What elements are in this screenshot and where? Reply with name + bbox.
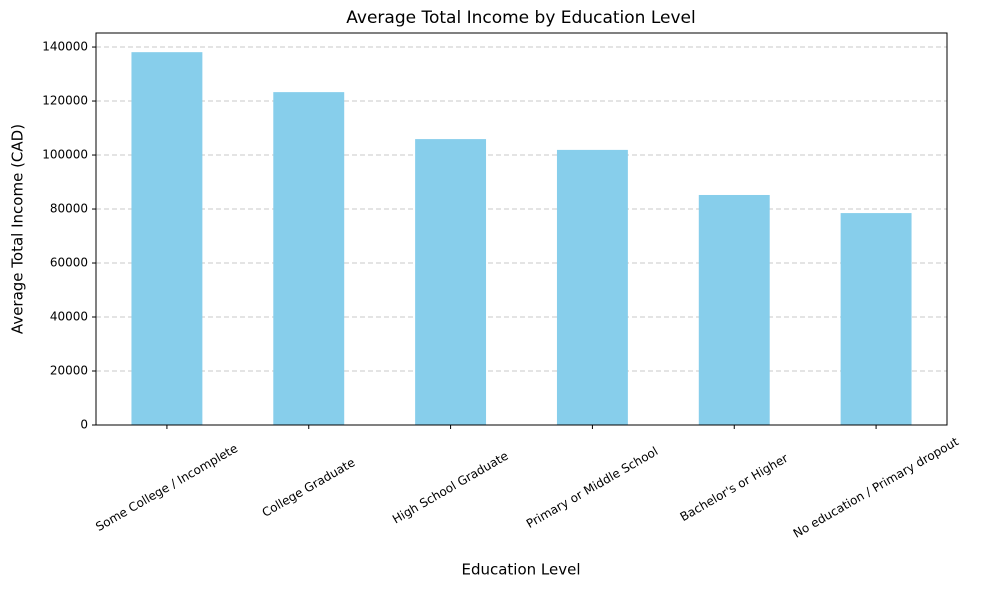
y-tick-label: 80000 bbox=[50, 202, 88, 216]
x-tick-label: Primary or Middle School bbox=[524, 444, 661, 531]
chart-title: Average Total Income by Education Level bbox=[346, 8, 695, 28]
bar bbox=[131, 52, 203, 426]
bar bbox=[273, 92, 345, 426]
bar bbox=[698, 194, 770, 425]
y-tick-label: 140000 bbox=[42, 40, 88, 54]
x-tick-label: Some College / Incomplete bbox=[93, 441, 240, 534]
y-tick-label: 0 bbox=[80, 418, 88, 432]
plot-frame bbox=[95, 32, 948, 426]
x-tick-label: No education / Primary dropout bbox=[791, 434, 961, 540]
x-tick-label: High School Graduate bbox=[390, 449, 511, 527]
bar bbox=[840, 213, 912, 425]
x-tick-label: College Graduate bbox=[260, 455, 358, 520]
y-tick-label: 20000 bbox=[50, 364, 88, 378]
y-tick-label: 40000 bbox=[50, 310, 88, 324]
bar bbox=[556, 149, 628, 425]
y-tick-label: 100000 bbox=[42, 148, 88, 162]
y-tick-label: 120000 bbox=[42, 94, 88, 108]
y-tick-label: 60000 bbox=[50, 256, 88, 270]
y-axis-label: Average Total Income (CAD) bbox=[9, 124, 27, 334]
x-axis-label: Education Level bbox=[461, 561, 580, 579]
x-tick-label: Bachelor's or Higher bbox=[678, 451, 791, 524]
bar bbox=[415, 139, 487, 425]
